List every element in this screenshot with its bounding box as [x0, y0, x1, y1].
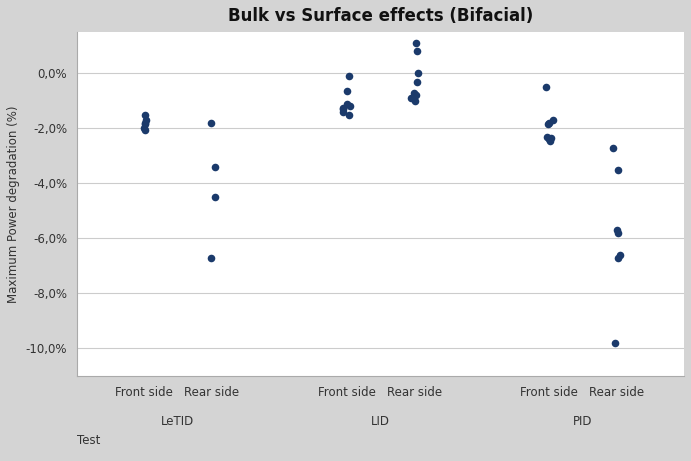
Point	[411, 39, 422, 47]
Point	[411, 78, 422, 85]
Point	[413, 70, 424, 77]
Point	[412, 47, 423, 55]
Point	[612, 226, 623, 234]
Point	[209, 163, 220, 171]
Point	[543, 136, 554, 143]
Point	[337, 108, 348, 116]
Point	[612, 229, 623, 236]
Text: PID: PID	[573, 415, 593, 428]
Text: LID: LID	[371, 415, 390, 428]
Point	[338, 106, 349, 113]
Point	[614, 251, 625, 259]
Point	[540, 83, 551, 91]
Point	[543, 120, 554, 128]
Point	[139, 120, 150, 128]
Y-axis label: Maximum Power degradation (%): Maximum Power degradation (%)	[7, 105, 20, 303]
Point	[408, 89, 419, 96]
Text: Test: Test	[77, 434, 100, 447]
Point	[140, 119, 151, 127]
Point	[338, 104, 349, 112]
Point	[206, 119, 217, 127]
Point	[341, 100, 352, 107]
Point	[140, 126, 151, 133]
Point	[406, 95, 417, 102]
Point	[411, 92, 422, 99]
Point	[410, 97, 421, 105]
Point	[547, 117, 558, 124]
Point	[546, 134, 557, 142]
Title: Bulk vs Surface effects (Bifacial): Bulk vs Surface effects (Bifacial)	[228, 7, 533, 25]
Point	[544, 119, 555, 127]
Point	[344, 111, 355, 118]
Point	[139, 111, 150, 118]
Point	[210, 194, 221, 201]
Point	[140, 117, 151, 124]
Point	[612, 166, 623, 173]
Point	[205, 254, 216, 261]
Point	[607, 144, 618, 151]
Point	[544, 137, 555, 144]
Point	[610, 339, 621, 347]
Point	[542, 133, 553, 140]
Point	[612, 254, 623, 261]
Point	[343, 72, 354, 80]
Text: LeTID: LeTID	[161, 415, 195, 428]
Point	[341, 88, 352, 95]
Point	[345, 103, 356, 110]
Point	[138, 124, 149, 132]
